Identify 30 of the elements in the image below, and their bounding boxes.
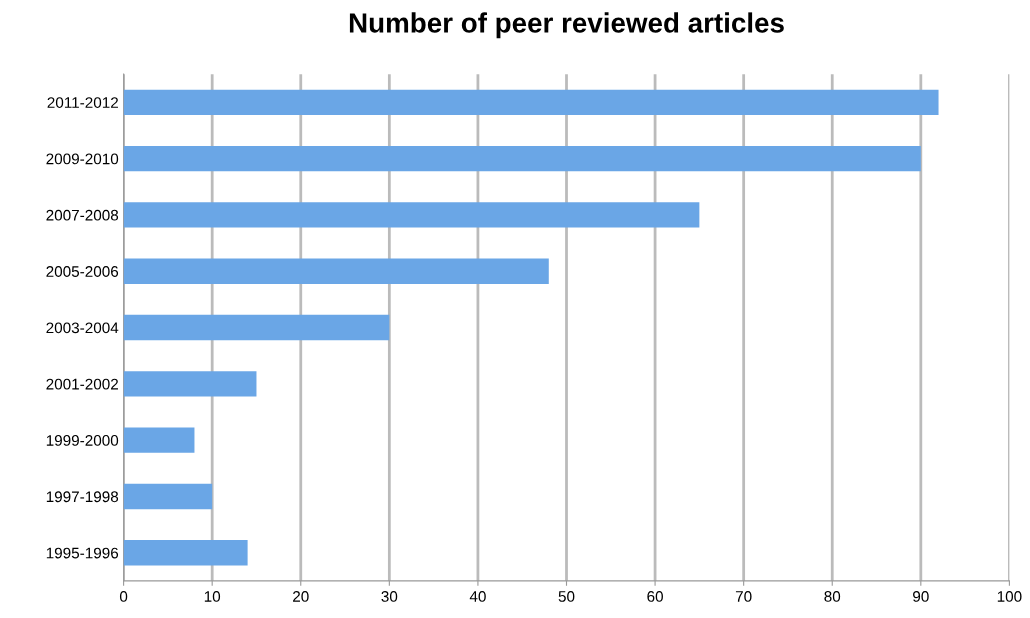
x-tick-label: 70 (735, 591, 752, 602)
bar (123, 258, 549, 284)
x-tick-label: 30 (381, 591, 398, 602)
chart-title: Number of peer reviewed articles (349, 12, 784, 39)
x-tick-label: 40 (469, 591, 486, 602)
x-tick-label: 50 (558, 591, 575, 602)
y-tick-label: 2011-2012 (47, 97, 118, 108)
y-tick-label: 2007-2008 (46, 209, 119, 221)
x-tick-label: 20 (293, 591, 309, 602)
x-tick-label: 60 (647, 591, 663, 602)
bar (123, 89, 939, 115)
y-tick-label: 1997-1998 (46, 491, 119, 503)
y-tick-label: 2009-2010 (46, 153, 119, 165)
y-tick-label: 2005-2006 (46, 266, 119, 277)
x-tick-label: 90 (913, 591, 929, 602)
bar (123, 314, 390, 341)
bar (123, 483, 213, 510)
bar (123, 427, 195, 453)
y-tick-label: 2003-2004 (46, 322, 119, 334)
x-tick-label: 80 (824, 591, 841, 602)
x-tick-label: 10 (204, 591, 221, 602)
y-tick-label: 1999-2000 (46, 435, 119, 446)
x-tick-label: 0 (119, 591, 128, 602)
bar (123, 145, 921, 172)
bar (123, 371, 257, 397)
y-tick-label: 1995-1996 (46, 547, 119, 559)
y-tick-label: 2001-2002 (46, 378, 118, 390)
bar (123, 540, 248, 566)
x-tick-label: 100 (997, 591, 1022, 602)
bar (123, 202, 700, 228)
